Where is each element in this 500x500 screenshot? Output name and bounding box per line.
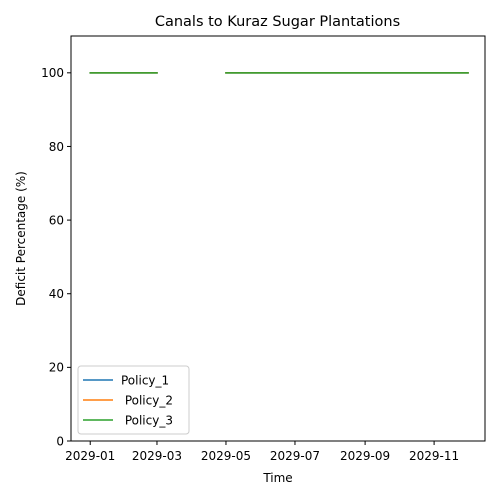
x-tick-label: 2029-07 [270,449,320,463]
x-tick-label: 2029-01 [65,449,115,463]
legend-box [77,365,190,435]
x-tick-label: 2029-11 [409,449,459,463]
y-tick-label: 20 [49,361,64,375]
y-tick-label: 80 [49,140,64,154]
x-tick-label: 2029-09 [340,449,390,463]
y-axis: 0 20 40 60 80 100 [41,66,71,448]
y-tick-label: 40 [49,287,64,301]
legend-label: Policy_1 [121,373,169,387]
legend-label: Policy_3 [121,413,173,427]
y-tick-label: 0 [56,434,64,448]
y-tick-label: 60 [49,213,64,227]
plot-frame [70,35,486,442]
chart-title: Canals to Kuraz Sugar Plantations [155,14,400,30]
legend-label: Policy_2 [121,393,173,407]
y-axis-title: Deficit Percentage (%) [14,171,28,306]
x-tick-label: 2029-05 [201,449,251,463]
x-axis-title: Time [262,471,292,485]
legend: Policy_1 Policy_2 Policy_3 [77,365,190,435]
x-axis: 2029-01 2029-03 2029-05 2029-07 2029-09 2029-… [65,441,459,463]
x-tick-label: 2029-03 [132,449,182,463]
y-tick-label: 100 [41,66,64,80]
